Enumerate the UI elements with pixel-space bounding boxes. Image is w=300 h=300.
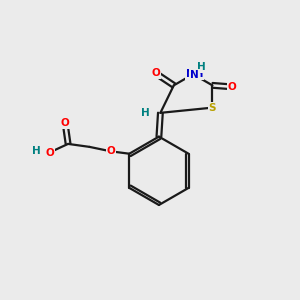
Text: N: N xyxy=(190,70,199,80)
Text: O: O xyxy=(106,146,115,156)
Text: O: O xyxy=(227,82,236,92)
Text: O: O xyxy=(61,118,70,128)
Text: O: O xyxy=(46,148,55,158)
Text: S: S xyxy=(209,103,216,112)
Text: H: H xyxy=(197,62,206,72)
Text: H: H xyxy=(141,108,149,118)
Text: H: H xyxy=(32,146,41,156)
Text: NH: NH xyxy=(186,69,203,79)
Text: O: O xyxy=(152,68,160,79)
